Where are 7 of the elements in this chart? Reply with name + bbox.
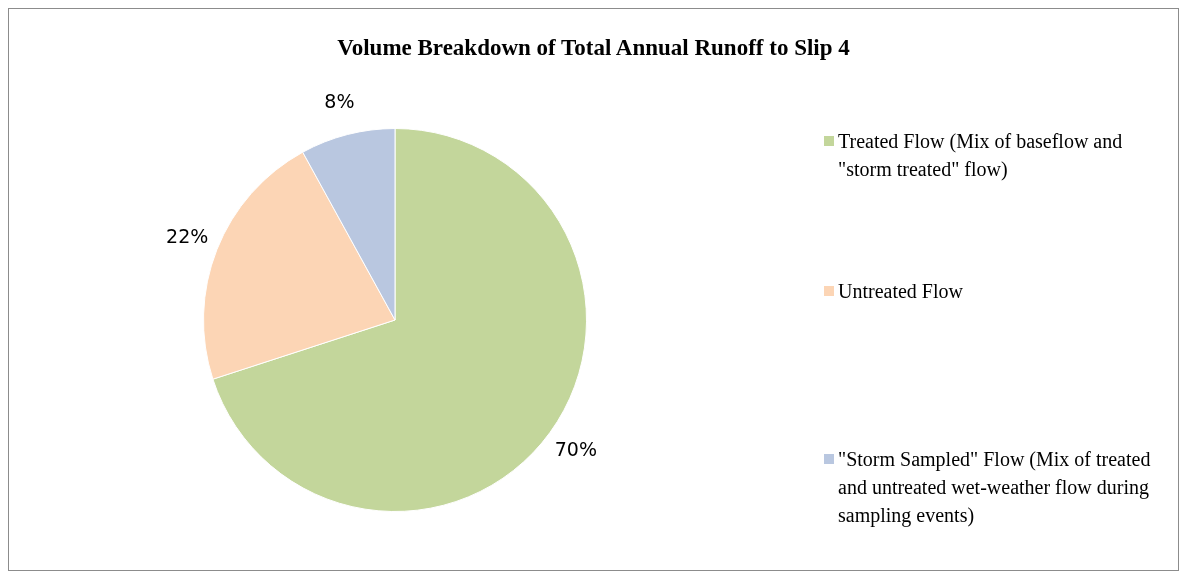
data-label: 22% (166, 224, 209, 247)
legend-label: Untreated Flow (838, 280, 963, 302)
chart-title: Volume Breakdown of Total Annual Runoff to Slip 4 (336, 35, 851, 61)
data-label: 70% (554, 438, 597, 461)
legend-label: "Storm Sampled" Flow (Mix of treated and untreated wet-weather flow during sampling events) (838, 448, 1151, 526)
legend-label: Treated Flow (Mix of baseflow and "storm treated" flow) (838, 130, 1123, 180)
data-label: 8% (324, 90, 355, 113)
